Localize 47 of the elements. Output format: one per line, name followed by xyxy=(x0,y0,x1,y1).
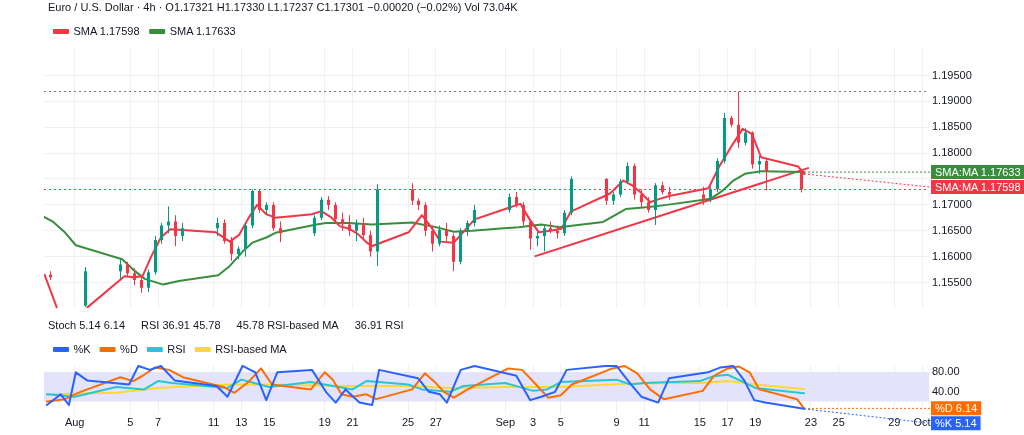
x-tick-label: 25 xyxy=(401,416,415,429)
annotation: %D 6.14 xyxy=(935,401,978,414)
text: Euro / U.S. Dollar · 4h · O1.17321 H1.17330 L1.17237 C1.17301 −0.00020 (−0.02%) Vol 73.04K xyxy=(48,1,519,14)
text: 45.78 RSI-based MA xyxy=(236,319,340,332)
y-tick-label: 1.18000 xyxy=(932,146,972,159)
x-tick-label: 21 xyxy=(346,416,359,429)
legend-label: RSI-based MA xyxy=(215,342,288,355)
legend-label: SMA 1.17633 xyxy=(169,24,236,37)
x-tick-label: 27 xyxy=(429,416,442,429)
x-tick-label: Sep xyxy=(495,416,516,429)
x-tick-label: 15 xyxy=(263,416,276,429)
x-tick-label: 29 xyxy=(888,416,901,429)
y-tick-label: 80.00 xyxy=(932,365,960,378)
legend-label: SMA 1.17598 xyxy=(73,24,140,37)
text: Stoch 5.14 6.14 xyxy=(48,319,126,332)
x-tick-label: 25 xyxy=(832,416,845,429)
text: RSI 36.91 45.78 xyxy=(141,319,221,332)
x-tick-label: Aug xyxy=(64,416,85,429)
x-tick-label: 11 xyxy=(207,416,220,429)
text: 36.91 RSI xyxy=(354,319,404,332)
x-tick-label: 19 xyxy=(318,416,331,429)
legend-label: %D xyxy=(120,342,138,355)
x-tick-label: 3 xyxy=(530,416,537,429)
y-tick-label: 1.17000 xyxy=(932,197,972,210)
x-tick-label: 17 xyxy=(721,416,734,429)
x-tick-label: 7 xyxy=(154,416,162,429)
y-tick-label: 1.15500 xyxy=(932,275,972,288)
x-tick-label: 5 xyxy=(557,416,564,429)
y-tick-label: 1.19500 xyxy=(932,68,972,81)
y-tick-label: 1.16000 xyxy=(932,249,972,262)
x-tick-label: 15 xyxy=(693,416,706,429)
y-tick-label: 40.00 xyxy=(932,384,960,397)
annotation: %K 5.14 xyxy=(935,416,977,429)
x-tick-label: 19 xyxy=(749,416,762,429)
y-tick-label: 1.18500 xyxy=(932,120,972,133)
y-tick-label: 1.16500 xyxy=(932,223,972,236)
annotation: SMA:MA 1.17633 xyxy=(935,165,1021,178)
x-tick-label: 11 xyxy=(638,416,650,429)
x-tick-label: 9 xyxy=(613,416,620,429)
legend-label: RSI xyxy=(167,342,186,355)
x-tick-label: 5 xyxy=(127,416,134,429)
x-tick-label: Oct xyxy=(913,416,931,429)
x-tick-label: 13 xyxy=(235,416,248,429)
y-tick-label: 1.19000 xyxy=(932,94,972,107)
x-tick-label: 23 xyxy=(804,416,818,429)
legend-label: %K xyxy=(73,342,92,355)
annotation: SMA:MA 1.17598 xyxy=(935,180,1021,193)
